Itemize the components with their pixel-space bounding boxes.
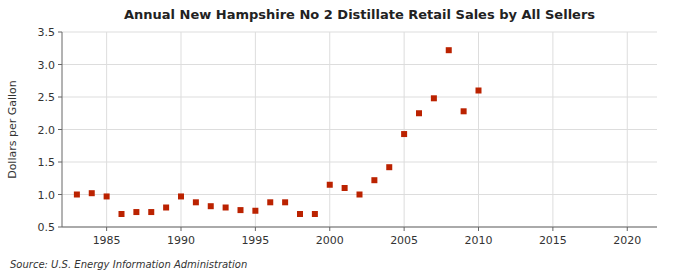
point <box>178 193 184 199</box>
grid-line <box>62 227 657 228</box>
y-axis-label: Dollars per Gallon <box>6 80 19 179</box>
chart-container: 0.5 1.0 1.5 2.0 2.5 3.0 3.5 1985 1990 1995 2000 200… <box>0 0 675 275</box>
tick-label: 1985 <box>93 234 121 247</box>
point <box>104 193 110 199</box>
grid-line <box>62 64 657 65</box>
tick-label: 2010 <box>465 234 493 247</box>
tick-label: 2.0 <box>38 124 56 137</box>
tick-label: 1.5 <box>38 156 56 169</box>
point <box>89 190 95 196</box>
tick-label: 2015 <box>539 234 567 247</box>
point <box>133 209 139 215</box>
tick-label: 2005 <box>390 234 418 247</box>
point <box>342 185 348 191</box>
tick-label: 3.5 <box>38 26 56 39</box>
chart: 0.5 1.0 1.5 2.0 2.5 3.0 3.5 1985 1990 1995 2000 200… <box>0 0 675 275</box>
tick-mark <box>58 227 62 228</box>
tick-mark <box>552 227 553 231</box>
points <box>74 47 482 217</box>
tick-label: 2.5 <box>38 91 56 104</box>
tick-label: 3.0 <box>38 59 56 72</box>
point <box>312 211 318 217</box>
grid-line <box>62 162 657 163</box>
tick-mark <box>58 162 62 163</box>
source-note: Source: U.S. Energy Information Administ… <box>10 259 247 270</box>
tick-label: 0.5 <box>38 221 56 234</box>
point <box>476 88 482 94</box>
tick-mark <box>58 194 62 195</box>
point <box>401 131 407 137</box>
point <box>327 182 333 188</box>
point <box>357 192 363 198</box>
grid-line <box>478 32 479 227</box>
tick-label: 2000 <box>316 234 344 247</box>
title: Annual New Hampshire No 2 Distillate Ret… <box>124 7 595 22</box>
grid-line <box>552 32 553 227</box>
y-axis-line <box>62 32 63 227</box>
point <box>416 110 422 116</box>
point <box>461 108 467 114</box>
point <box>267 199 273 205</box>
point <box>297 211 303 217</box>
point <box>252 208 258 214</box>
tick-mark <box>478 227 479 231</box>
point <box>431 95 437 101</box>
point <box>238 207 244 213</box>
tick-mark <box>58 129 62 130</box>
tick-mark <box>329 227 330 231</box>
tick-mark <box>627 227 628 231</box>
grid-line <box>255 32 256 227</box>
tick-mark <box>255 227 256 231</box>
point <box>193 199 199 205</box>
grid-line <box>62 129 657 130</box>
tick-mark <box>58 97 62 98</box>
grid-line <box>627 32 628 227</box>
grid-line <box>329 32 330 227</box>
x-axis-line <box>62 227 657 228</box>
point <box>74 192 80 198</box>
grid-line <box>62 32 657 33</box>
tick-label: 1990 <box>167 234 195 247</box>
grid-line <box>62 97 657 98</box>
point <box>446 47 452 53</box>
tick-mark <box>181 227 182 231</box>
grid-line <box>404 32 405 227</box>
point <box>119 211 125 217</box>
point <box>163 205 169 211</box>
tick-mark <box>58 64 62 65</box>
point <box>208 203 214 209</box>
point <box>371 177 377 183</box>
point <box>386 164 392 170</box>
tick-label: 2020 <box>613 234 641 247</box>
point <box>148 209 154 215</box>
point <box>282 199 288 205</box>
grid <box>62 32 657 227</box>
tick-mark <box>58 32 62 33</box>
tick-mark <box>404 227 405 231</box>
tick-label: 1.0 <box>38 189 56 202</box>
tick-label: 1995 <box>241 234 269 247</box>
point <box>223 205 229 211</box>
tick-mark <box>106 227 107 231</box>
axes: 0.5 1.0 1.5 2.0 2.5 3.0 3.5 1985 1990 1995 2000 200… <box>38 26 658 247</box>
